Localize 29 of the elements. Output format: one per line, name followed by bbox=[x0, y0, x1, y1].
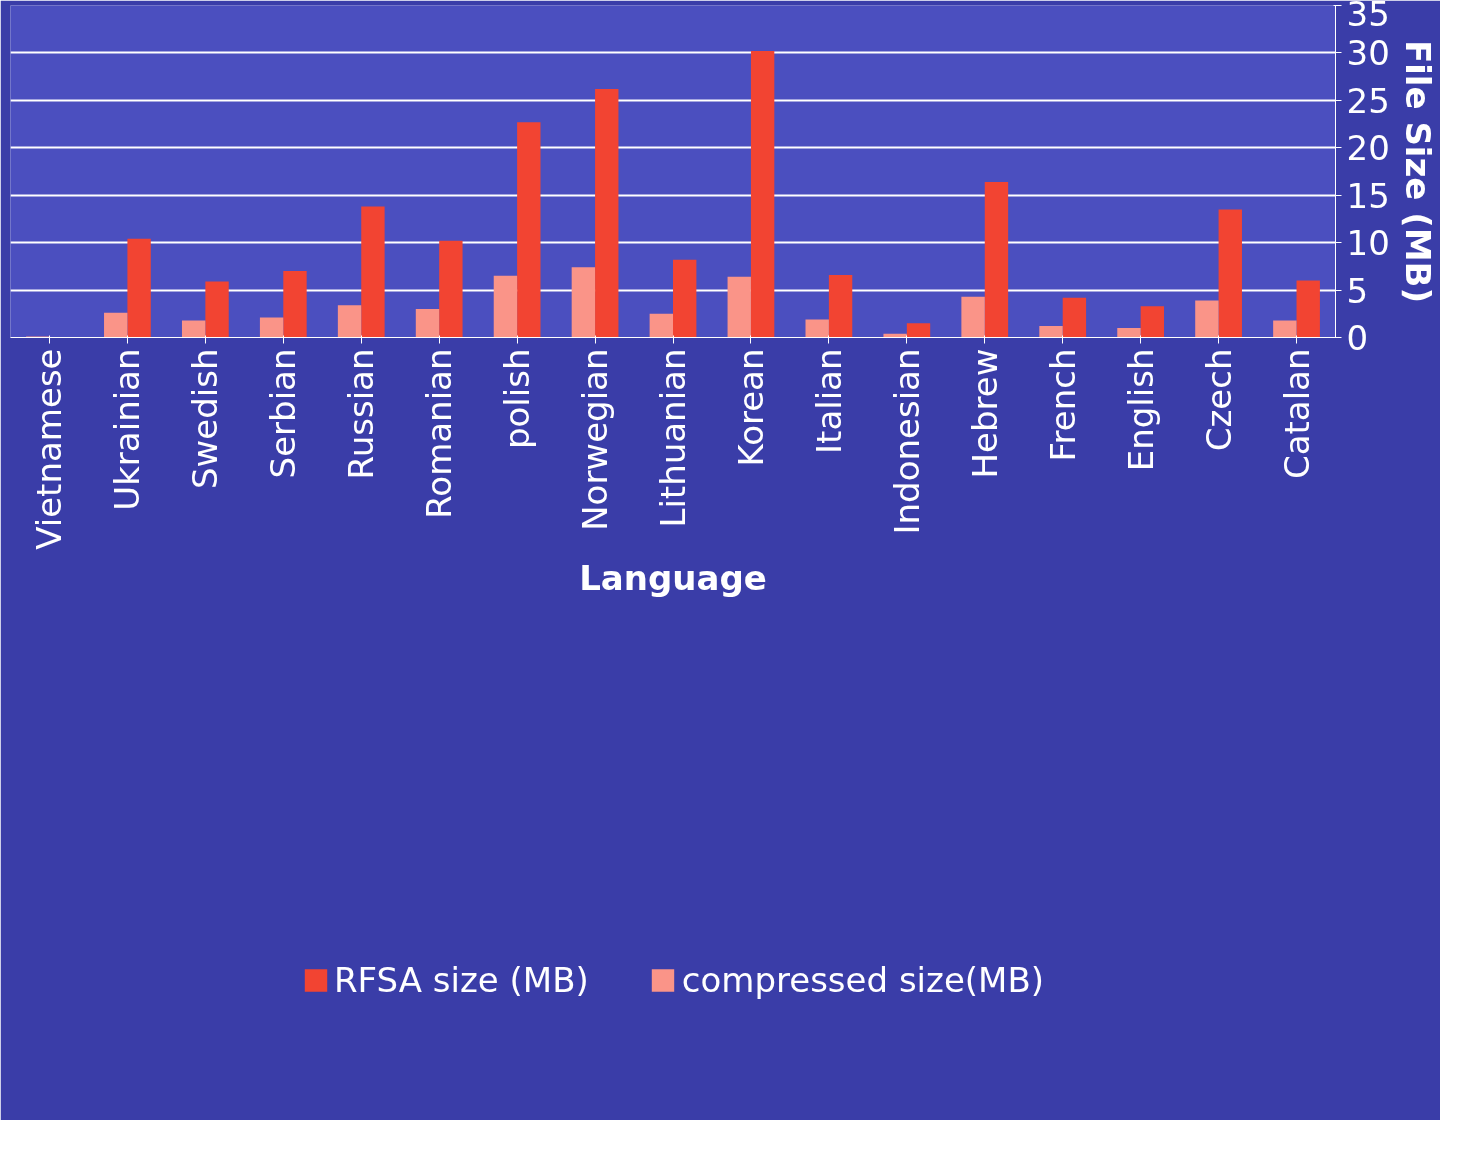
x-tick-label: Serbian bbox=[263, 348, 304, 479]
y-tick-label: 25 bbox=[1346, 80, 1390, 121]
y-tick-label: 10 bbox=[1346, 223, 1390, 264]
x-tick-label: polish bbox=[497, 348, 538, 450]
x-tick-label: Lithuanian bbox=[653, 348, 693, 528]
x-tick-label: Ukrainian bbox=[107, 348, 148, 511]
y-tick-label: 30 bbox=[1346, 33, 1390, 74]
y-tick-label: 5 bbox=[1346, 270, 1369, 311]
x-tick-label: French bbox=[1042, 348, 1083, 462]
y-tick-label: 20 bbox=[1346, 128, 1390, 169]
y-axis-title: File Size (MB) bbox=[1397, 39, 1438, 304]
legend-label: compressed size(MB) bbox=[681, 960, 1044, 1000]
y-tick-label: 15 bbox=[1346, 175, 1390, 216]
x-tick-label: Hebrew bbox=[964, 348, 1005, 479]
x-tick-label: Russian bbox=[341, 348, 382, 480]
x-tick-label: Czech bbox=[1198, 348, 1239, 452]
x-tick-label: Norwegian bbox=[575, 348, 616, 531]
y-tick-label: 35 bbox=[1346, 0, 1390, 34]
x-tick-label: Catalan bbox=[1276, 348, 1317, 480]
x-tick-label: Italian bbox=[808, 348, 849, 454]
x-tick-label: Romanian bbox=[419, 348, 460, 519]
x-tick-label: English bbox=[1120, 348, 1161, 472]
x-tick-label: Korean bbox=[730, 348, 771, 467]
x-axis-title: Language bbox=[579, 557, 767, 598]
legend-label: RFSA size (MB) bbox=[334, 960, 589, 1000]
y-tick-label: 0 bbox=[1346, 318, 1369, 358]
x-tick-label: Vietnamese bbox=[29, 348, 70, 550]
x-tick-label: Swedish bbox=[185, 348, 226, 490]
x-tick-label: Indonesian bbox=[886, 348, 927, 535]
